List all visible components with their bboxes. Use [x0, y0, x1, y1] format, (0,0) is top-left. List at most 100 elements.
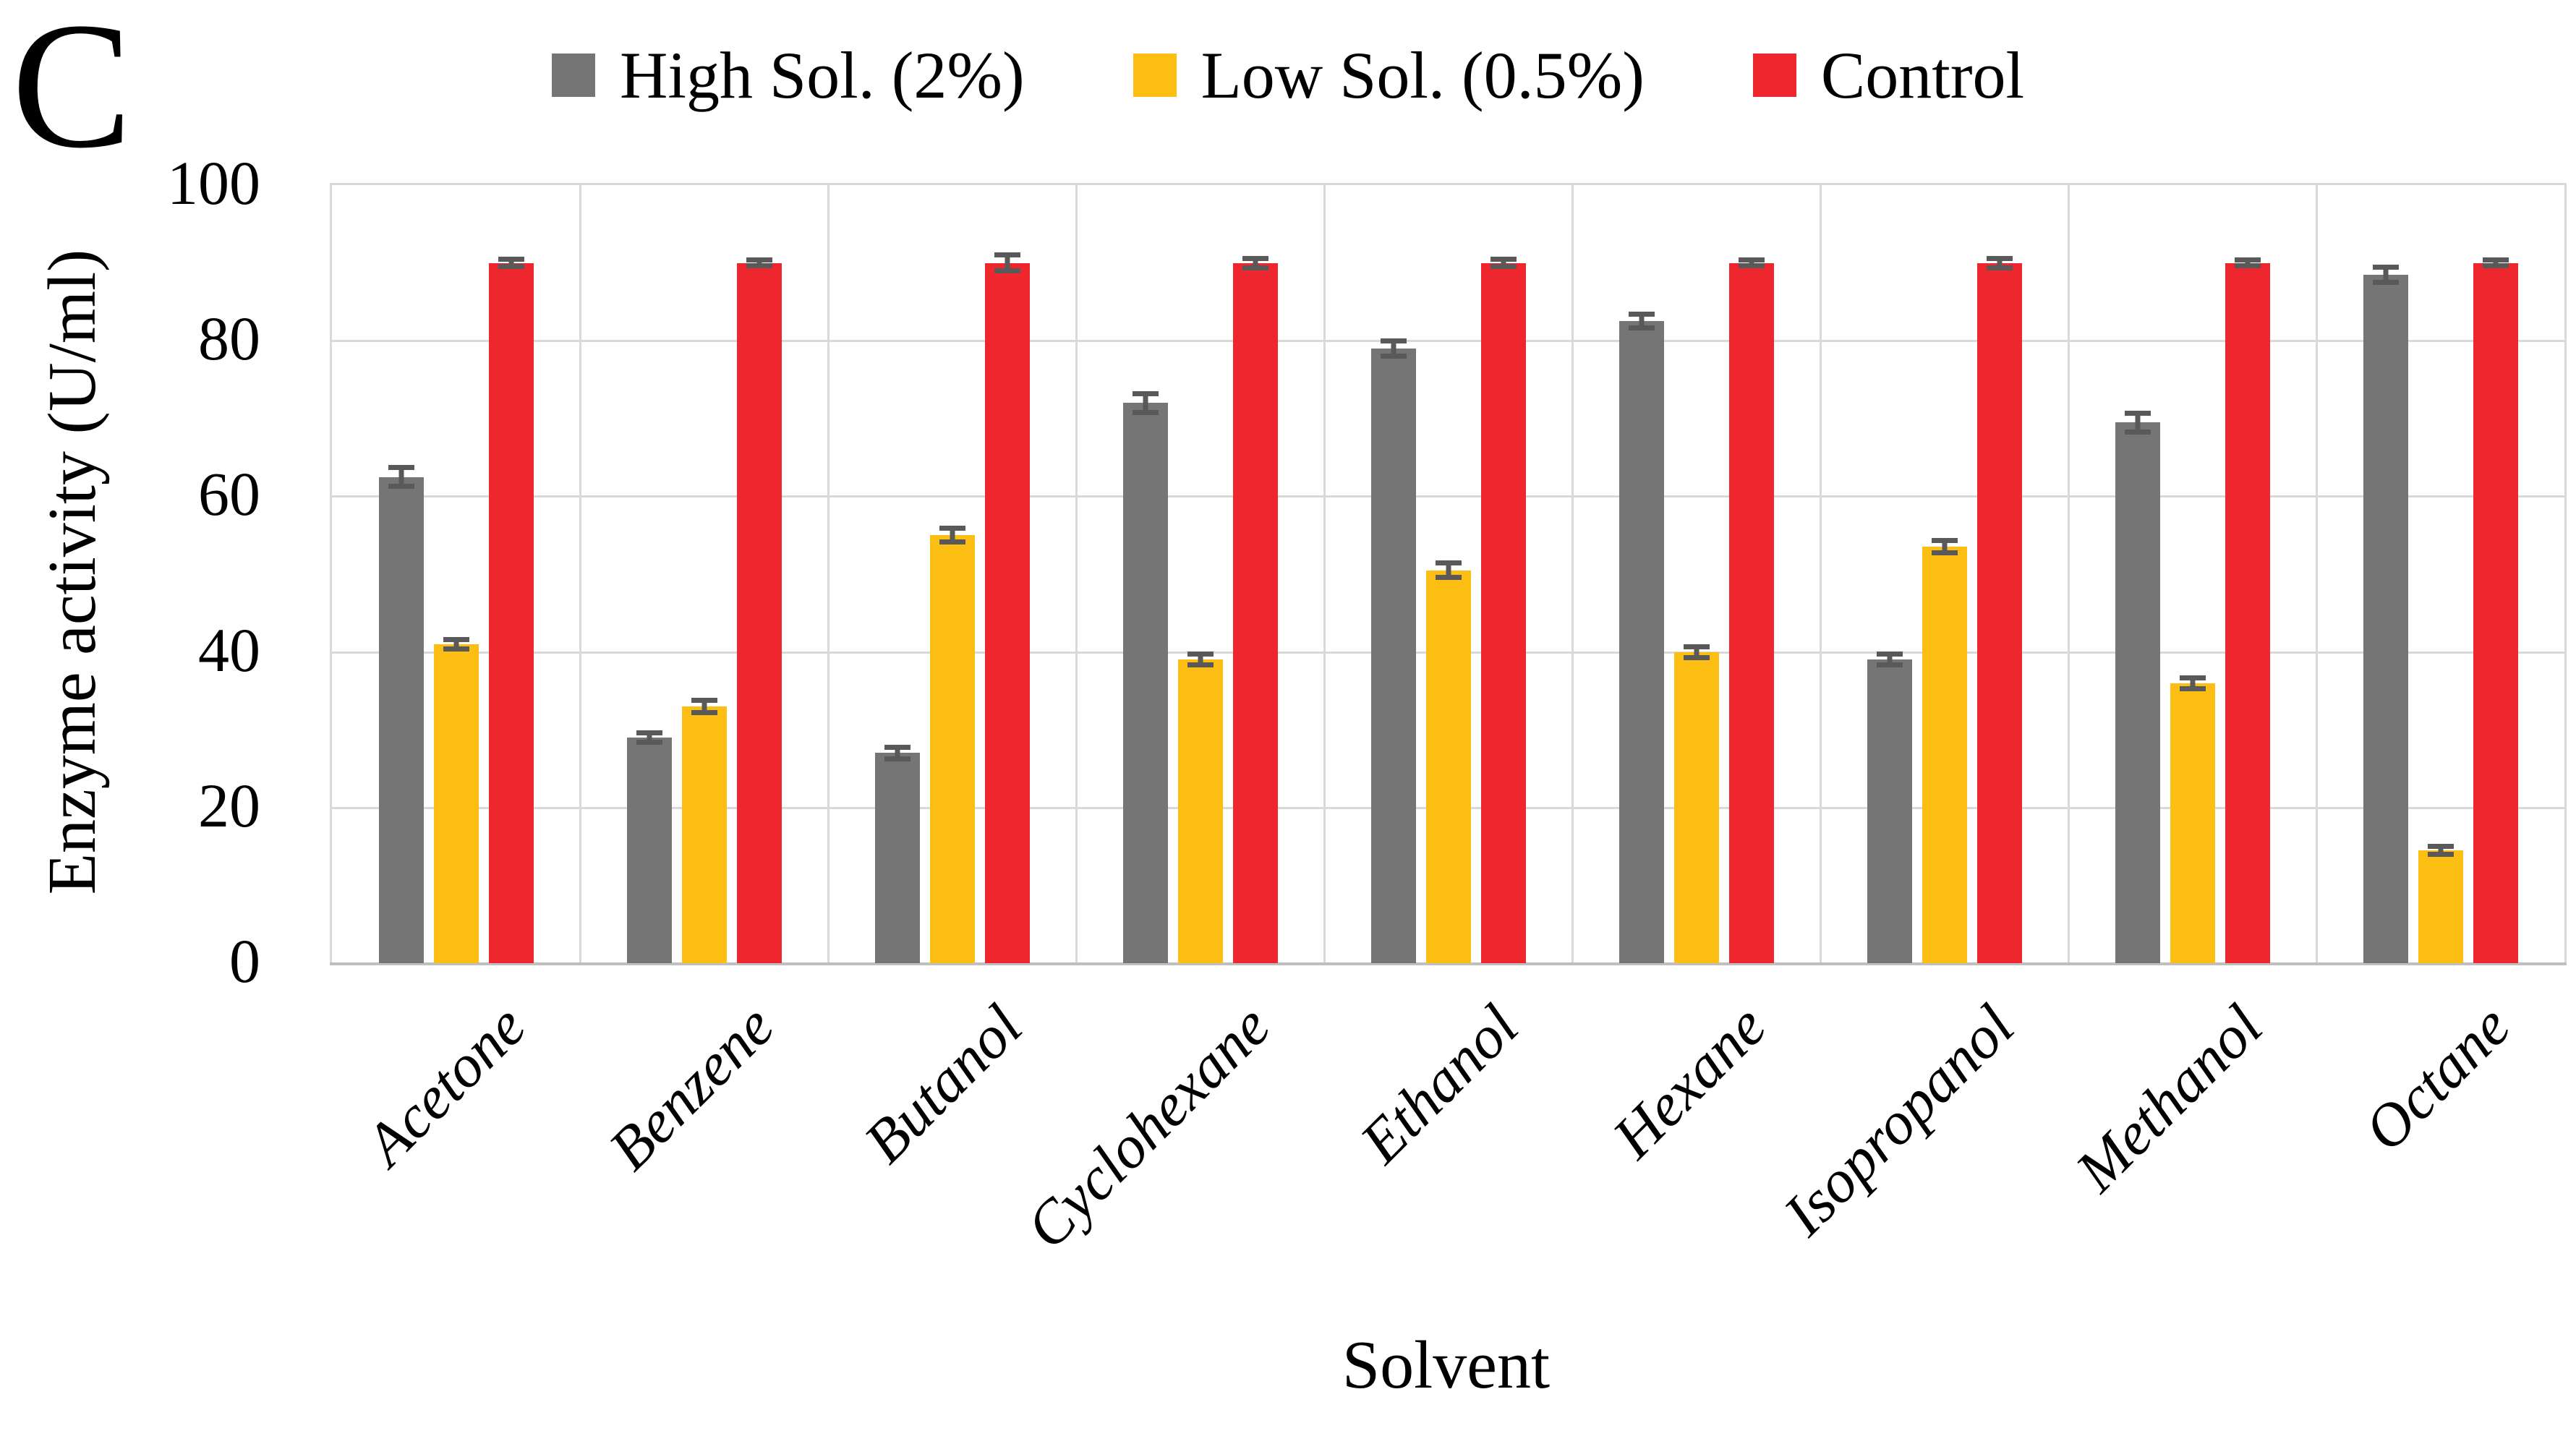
bar — [1480, 256, 1526, 963]
error-bar — [1749, 260, 1754, 266]
gridline-v — [579, 185, 581, 963]
bar-group-cyclohexane — [1076, 185, 1324, 963]
bar-group-benzene — [580, 185, 828, 963]
error-bar-cap — [1490, 256, 1517, 262]
gridline-v — [1075, 185, 1078, 963]
bar — [1976, 255, 2022, 963]
error-bar-cap — [1986, 265, 2013, 270]
error-bar — [508, 259, 513, 267]
error-bar — [2383, 267, 2388, 283]
error-bar-cap — [2372, 264, 2399, 270]
error-bar — [2493, 260, 2498, 266]
error-bar-cap — [1242, 255, 1268, 261]
panel-label: C — [12, 0, 132, 186]
error-bar-cap — [443, 646, 469, 651]
error-bar — [2135, 413, 2140, 432]
error-bar — [2190, 678, 2195, 689]
error-bar-cap — [2234, 257, 2261, 262]
bar — [1922, 538, 1967, 963]
error-bar — [1639, 314, 1644, 328]
error-bar-cap — [1628, 325, 1655, 331]
bar — [2170, 675, 2215, 963]
error-bar — [453, 639, 459, 649]
bar — [433, 636, 479, 963]
error-bar-cap — [2427, 844, 2454, 850]
error-bar-cap — [2427, 851, 2454, 857]
error-bar-cap — [2234, 263, 2261, 269]
error-bar-cap — [2124, 410, 2151, 416]
x-axis-line — [330, 962, 2567, 965]
error-bar — [1501, 259, 1506, 267]
error-bar — [647, 732, 652, 743]
x-tick-label: Methanol — [2063, 992, 2275, 1205]
error-bar — [1253, 258, 1258, 268]
error-bar-cap — [388, 483, 414, 489]
error-bar-cap — [1380, 354, 1407, 359]
bar — [874, 745, 920, 963]
error-bar-cap — [2482, 263, 2509, 269]
error-bar-cap — [1876, 662, 1903, 668]
error-bar-cap — [1435, 560, 1462, 566]
error-bar — [2438, 846, 2443, 855]
error-bar — [1143, 393, 1148, 413]
error-bar — [2245, 260, 2250, 266]
error-bar — [1694, 646, 1699, 658]
error-bar-cap — [1876, 651, 1903, 657]
error-bar-cap — [636, 739, 662, 745]
error-bar-cap — [443, 636, 469, 642]
bar — [1673, 644, 1719, 963]
bar-group-isopropanol — [1820, 185, 2068, 963]
error-bar — [398, 467, 404, 487]
bar — [2363, 264, 2408, 963]
bar-group-octane — [2316, 185, 2564, 963]
error-bar-cap — [994, 268, 1020, 273]
x-tick-label: Cyclohexane — [1013, 992, 1283, 1262]
x-tick-label: Octane — [2351, 992, 2523, 1164]
error-bar-cap — [994, 252, 1020, 258]
bar-group-hexane — [1572, 185, 1820, 963]
error-bar-cap — [746, 257, 772, 262]
bar — [984, 252, 1030, 963]
error-bar — [1391, 341, 1396, 356]
error-bar — [950, 528, 955, 542]
error-bar — [701, 700, 707, 713]
bar — [2225, 257, 2270, 963]
error-bar-cap — [1931, 550, 1958, 556]
bar-group-ethanol — [1324, 185, 1572, 963]
gridline-v — [1323, 185, 1326, 963]
y-tick-label: 80 — [198, 304, 260, 374]
error-bar-cap — [1435, 574, 1462, 580]
error-bar-cap — [1683, 654, 1710, 660]
error-bar-cap — [691, 697, 717, 703]
x-tick-label: Butanol — [850, 992, 1035, 1176]
bar — [378, 465, 424, 963]
error-bar-cap — [691, 710, 717, 716]
error-bar — [1997, 258, 2002, 268]
error-bar-cap — [1187, 662, 1214, 668]
error-bar-cap — [2179, 685, 2206, 691]
error-bar-cap — [498, 256, 524, 262]
plot-area — [330, 183, 2567, 965]
legend-swatch-high-sol-icon — [551, 54, 595, 97]
bar — [1122, 390, 1168, 963]
error-bar — [1887, 654, 1892, 665]
bar — [1618, 312, 1664, 963]
gridline-v — [2068, 185, 2070, 963]
error-bar — [756, 260, 762, 266]
bar-group-acetone — [332, 185, 580, 963]
bar — [2473, 257, 2518, 963]
error-bar-cap — [1132, 409, 1159, 415]
error-bar-cap — [1738, 257, 1765, 262]
bar — [2115, 410, 2160, 963]
legend-item-low-sol: Low Sol. (0.5%) — [1133, 42, 1645, 108]
y-tick-label: 60 — [198, 459, 260, 529]
error-bar-cap — [939, 526, 965, 531]
bar — [1177, 651, 1223, 963]
error-bar-cap — [1986, 255, 2013, 261]
x-tick-label: Isopropanol — [1770, 992, 2027, 1249]
error-bar-cap — [1242, 265, 1268, 270]
error-bar-cap — [1738, 263, 1765, 269]
error-bar-cap — [388, 465, 414, 471]
gridline-v — [2316, 185, 2318, 963]
error-bar-cap — [1931, 538, 1958, 544]
